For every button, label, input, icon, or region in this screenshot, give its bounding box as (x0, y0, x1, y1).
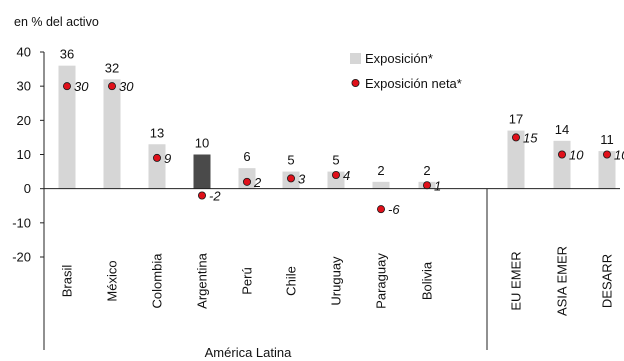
y-tick-label: 20 (17, 113, 31, 128)
bar-exposure-10 (553, 140, 571, 189)
net-exposure-value-label: 30 (74, 79, 89, 94)
bar-exposure-2 (148, 144, 166, 189)
y-tick-label: 30 (17, 79, 31, 94)
net-exposure-point-5 (286, 174, 295, 183)
net-exposure-value-label: 10 (614, 148, 624, 163)
x-axis: Brasil México Colombia Argentina Perú Chile Ur… (44, 188, 620, 350)
bar-value-label: 36 (60, 47, 74, 62)
bar-exposure-9 (507, 130, 525, 189)
net-exposure-value-label: 2 (253, 175, 262, 190)
bar-value-label: 2 (377, 163, 384, 178)
y-tick-label: 40 (17, 45, 31, 60)
x-category-label: Brasil (60, 265, 75, 298)
bar-value-label: 14 (555, 122, 569, 137)
x-category-label: Paraguay (374, 253, 389, 309)
legend-swatch-exposure (350, 53, 361, 64)
legend-label-net-exposure: Exposición neta* (365, 76, 462, 91)
x-category-label: Chile (284, 266, 299, 296)
bar-exposure-7 (372, 181, 390, 189)
net-exposure-point-1 (108, 82, 117, 91)
bar-exposure-3 (193, 154, 211, 189)
net-exposure-value-label: 1 (434, 178, 441, 193)
x-category-label: Uruguay (329, 256, 344, 306)
y-tick-label: 0 (24, 181, 31, 196)
bar-value-label: 6 (243, 149, 250, 164)
x-category-label: Argentina (195, 252, 210, 308)
x-category-label: Perú (240, 267, 255, 294)
bar-value-label: 13 (150, 125, 164, 140)
bar-exposure-11 (598, 151, 616, 189)
y-axis-unit-label: en % del activo (14, 15, 99, 29)
net-exposure-point-0 (63, 82, 72, 91)
bar-exposure-1 (103, 79, 121, 189)
net-exposure-point-7 (376, 205, 385, 214)
net-exposure-value-label: 9 (164, 151, 171, 166)
bar-value-label: 2 (423, 163, 430, 178)
x-category-label: México (105, 260, 120, 301)
bar-exposure-0 (58, 65, 76, 189)
group-label-america-latina: América Latina (205, 345, 292, 360)
legend-marker-net-exposure (351, 79, 360, 88)
bar-value-label: 5 (287, 153, 294, 168)
x-category-label: DESARR (600, 254, 615, 308)
net-exposure-point-6 (331, 170, 340, 179)
y-tick-label: -10 (12, 215, 31, 230)
net-exposure-point-10 (558, 150, 567, 159)
net-exposure-value-label: 15 (523, 130, 538, 145)
x-category-label: ASIA EMER (555, 246, 570, 316)
y-tick-label: -20 (12, 250, 31, 265)
bar-value-label: 10 (195, 136, 209, 151)
legend-label-exposure: Exposición* (365, 51, 433, 66)
net-exposure-point-8 (422, 181, 431, 190)
bar-value-label: 32 (105, 60, 119, 75)
net-exposure-point-9 (512, 133, 521, 142)
x-category-label: Bolivia (420, 261, 435, 300)
bar-value-label: 5 (332, 153, 339, 168)
net-exposure-point-3 (197, 191, 206, 200)
net-exposure-point-4 (242, 177, 251, 186)
net-exposure-value-label: -6 (388, 202, 400, 217)
bar-value-label: 17 (509, 112, 523, 127)
x-category-label: Colombia (150, 253, 165, 309)
y-tick-label: 10 (17, 147, 31, 162)
net-exposure-value-label: 3 (298, 171, 306, 186)
net-exposure-value-label: -2 (209, 189, 221, 204)
bar-exposure-6 (327, 171, 345, 189)
net-exposure-value-label: 30 (119, 79, 134, 94)
legend: Exposición* Exposición neta* (350, 51, 462, 91)
net-exposure-value-label: 4 (343, 168, 350, 183)
x-category-label: EU EMER (509, 251, 524, 310)
net-exposure-value-label: 10 (569, 148, 584, 163)
net-exposure-point-2 (152, 153, 161, 162)
y-axis: -20 -10 0 10 20 30 40 (12, 45, 45, 350)
bar-value-label: 11 (600, 132, 614, 147)
net-exposure-point-11 (603, 150, 612, 159)
